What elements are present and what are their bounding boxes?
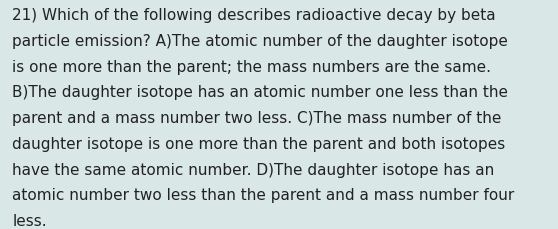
Text: parent and a mass number two less. C)The mass number of the: parent and a mass number two less. C)The… (12, 111, 502, 125)
Text: 21) Which of the following describes radioactive decay by beta: 21) Which of the following describes rad… (12, 8, 496, 23)
Text: is one more than the parent; the mass numbers are the same.: is one more than the parent; the mass nu… (12, 59, 491, 74)
Text: daughter isotope is one more than the parent and both isotopes: daughter isotope is one more than the pa… (12, 136, 506, 151)
Text: atomic number two less than the parent and a mass number four: atomic number two less than the parent a… (12, 188, 514, 202)
Text: particle emission? A)The atomic number of the daughter isotope: particle emission? A)The atomic number o… (12, 34, 508, 49)
Text: B)The daughter isotope has an atomic number one less than the: B)The daughter isotope has an atomic num… (12, 85, 508, 100)
Text: less.: less. (12, 213, 47, 228)
Text: have the same atomic number. D)The daughter isotope has an: have the same atomic number. D)The daugh… (12, 162, 494, 177)
